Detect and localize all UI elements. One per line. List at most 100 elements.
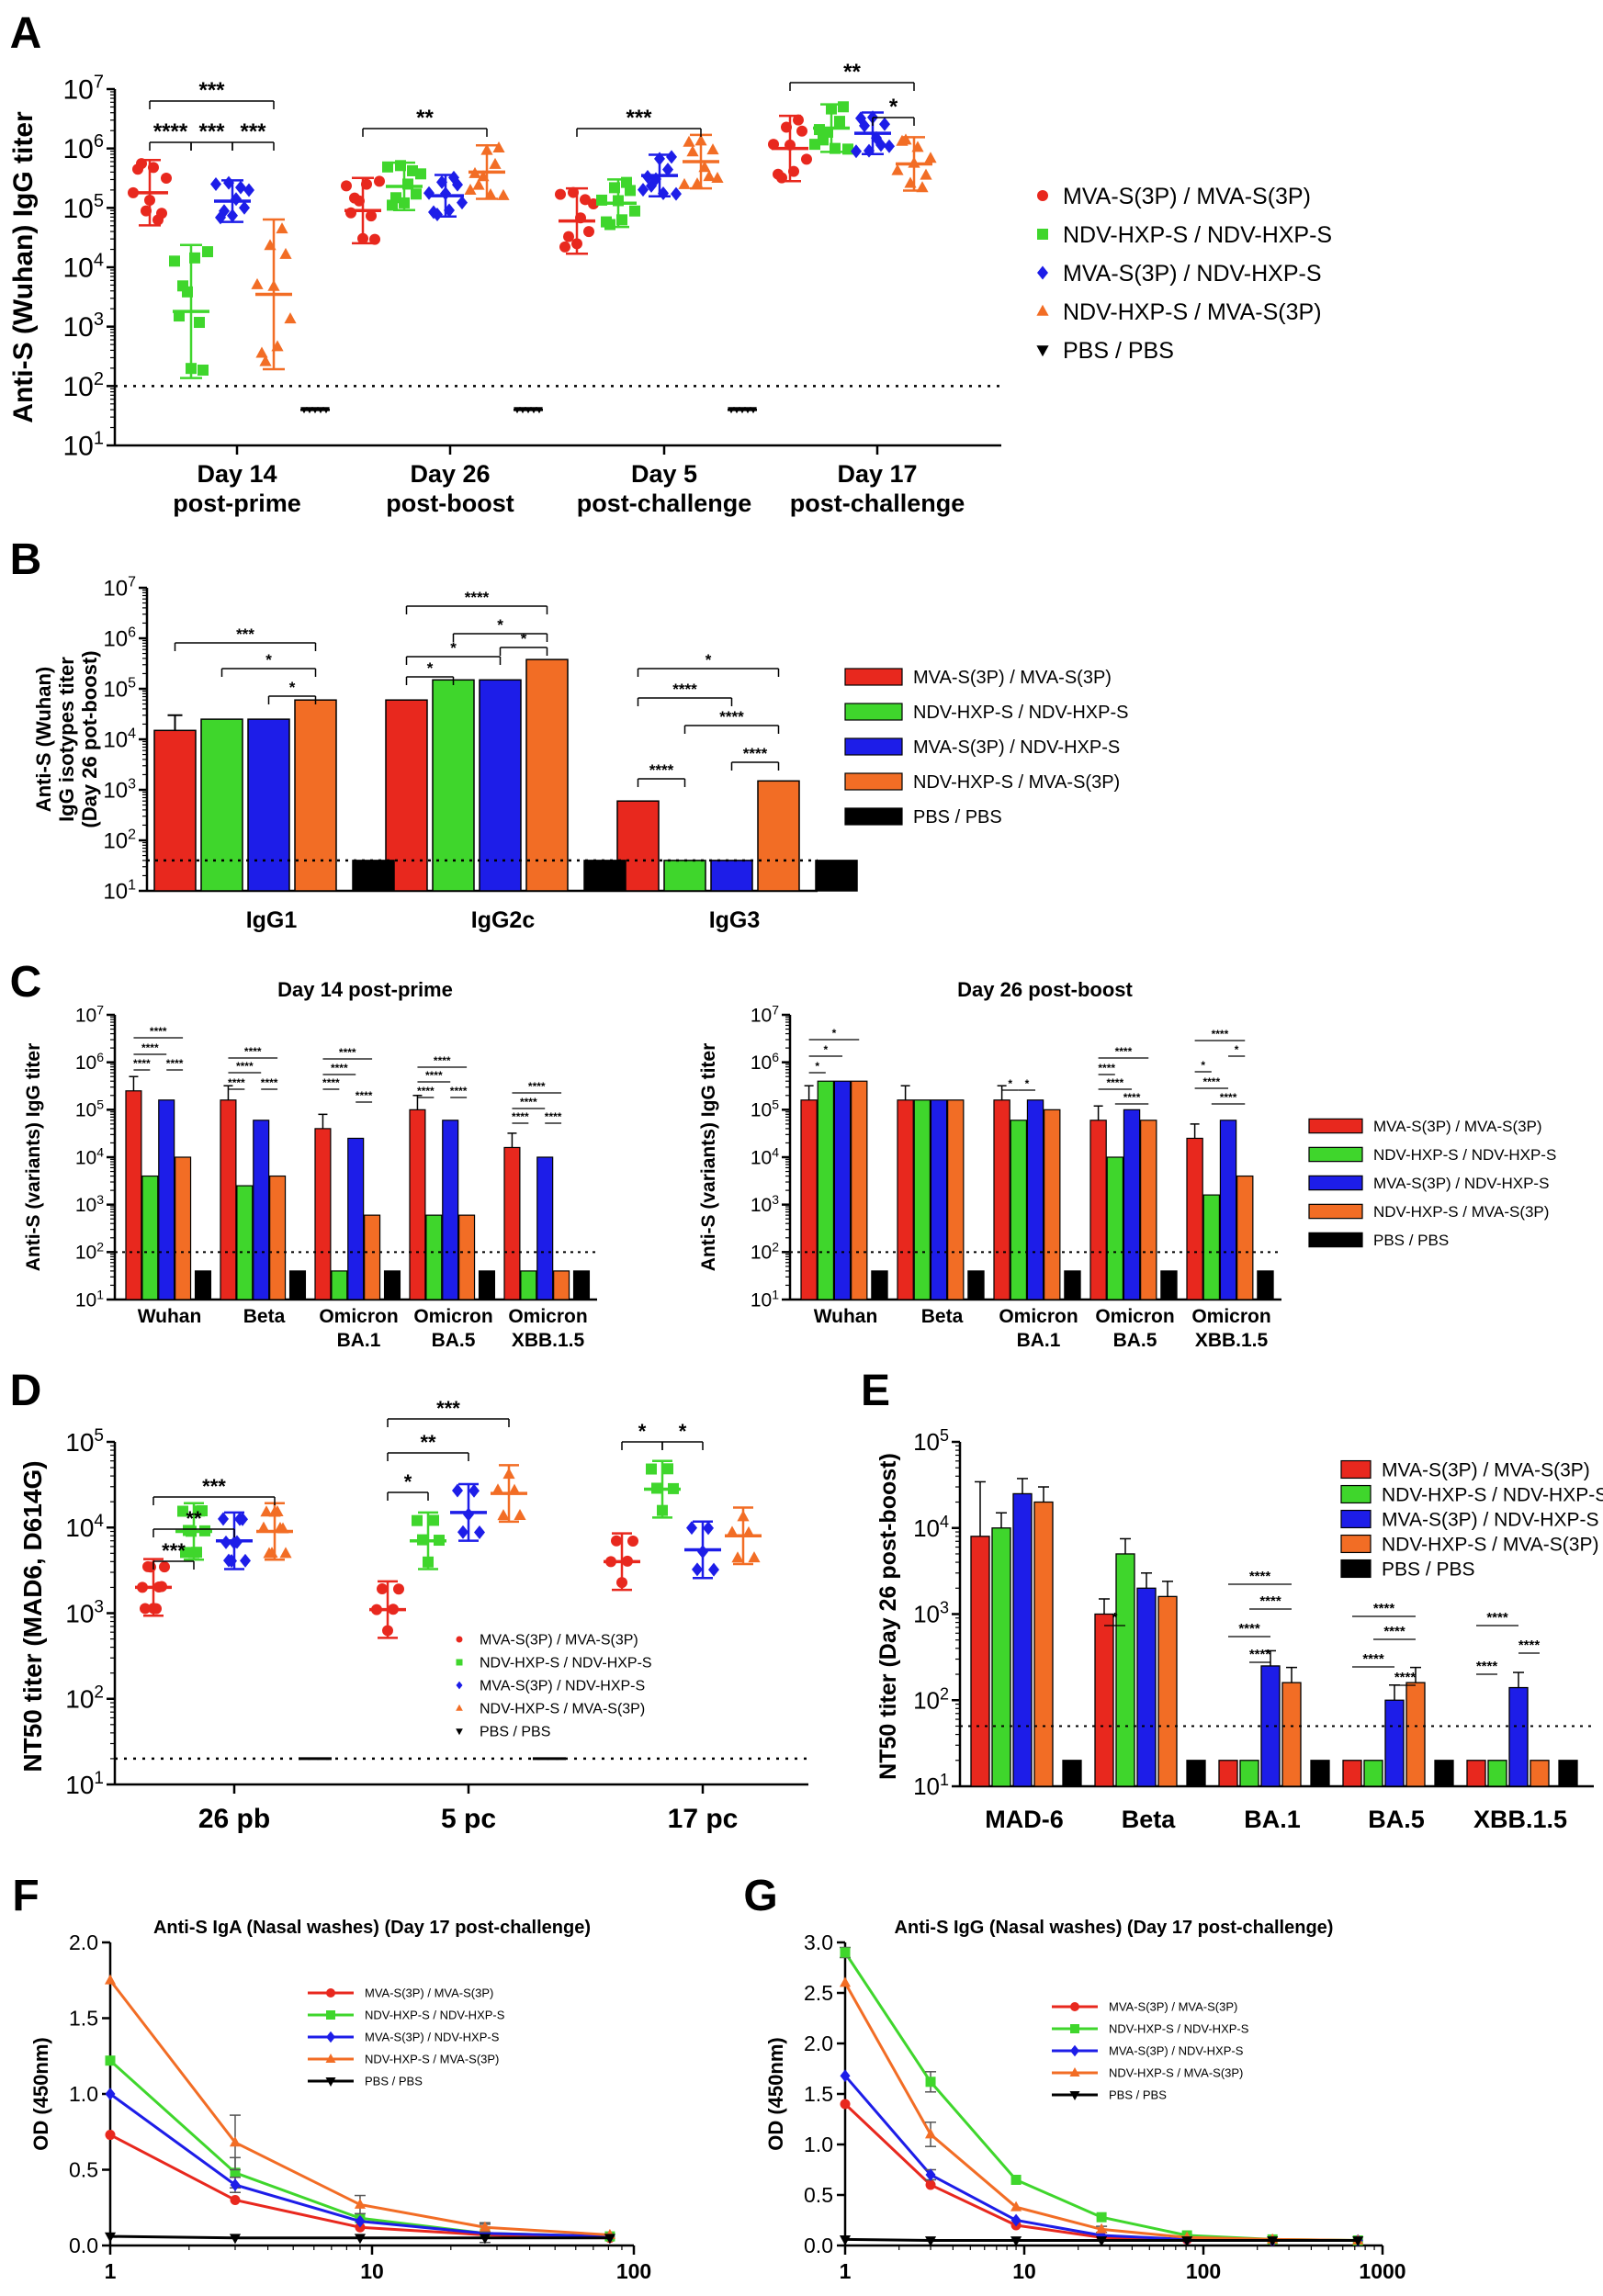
data-point (904, 176, 917, 188)
data-point (156, 208, 167, 219)
bar (478, 1270, 496, 1300)
data-point (726, 1525, 739, 1537)
x-tick-label: Omicron (1191, 1306, 1270, 1327)
y-tick-label: 103 (63, 310, 105, 343)
x-tick-label: post-challenge (577, 490, 752, 517)
legend-label: NDV-HXP-S / MVA-S(3P) (1382, 1534, 1598, 1555)
data-point (105, 2130, 116, 2141)
legend-label: MVA-S(3P) / NDV-HXP-S (365, 2031, 500, 2044)
data-point (801, 153, 812, 165)
y-tick-label: 104 (913, 1513, 949, 1542)
legend-label: MVA-S(3P) / MVA-S(3P) (1382, 1459, 1590, 1480)
x-tick-label: Wuhan (814, 1306, 878, 1327)
data-point (354, 2234, 367, 2245)
legend-label: NDV-HXP-S / MVA-S(3P) (1063, 299, 1322, 325)
bar (194, 1270, 212, 1300)
data-point (140, 1603, 151, 1615)
data-point (796, 125, 807, 137)
significance-label: **** (261, 1076, 278, 1089)
significance-label: **** (1123, 1091, 1141, 1104)
significance-label: **** (1394, 1670, 1417, 1685)
data-point (354, 195, 365, 207)
data-point (259, 355, 272, 366)
x-tick-label: Day 17 (837, 460, 917, 488)
significance-label: **** (743, 745, 768, 762)
data-point (271, 1505, 284, 1517)
data-point (925, 2179, 936, 2190)
legend-label: MVA-S(3P) / NDV-HXP-S (1109, 2044, 1244, 2058)
bar (458, 1214, 476, 1300)
data-point (830, 142, 841, 154)
y-tick-label: 105 (63, 191, 105, 224)
y-tick-label: 103 (65, 1597, 104, 1627)
legend-label: MVA-S(3P) / MVA-S(3P) (913, 668, 1112, 688)
x-tick-label: IgG3 (709, 907, 761, 933)
data-point (662, 1463, 673, 1475)
data-point (151, 1603, 162, 1615)
data-point (609, 182, 620, 194)
significance-label: * (497, 616, 503, 634)
bar (1219, 1120, 1237, 1300)
y-tick-label: 1.5 (804, 2082, 833, 2106)
data-point (625, 185, 636, 197)
x-tick-label: BA.1 (1017, 1330, 1061, 1351)
significance-label: * (832, 1027, 837, 1040)
data-point (355, 2214, 366, 2228)
data-point (748, 1551, 761, 1563)
x-tick-label: 100 (616, 2259, 651, 2283)
y-tick-label: 102 (751, 1240, 779, 1264)
data-point (497, 1509, 510, 1521)
significance-label: **** (331, 1062, 348, 1075)
x-tick-label: 17 pc (668, 1804, 739, 1834)
data-point (924, 2236, 937, 2247)
significance-label: * (1025, 1077, 1030, 1090)
data-point (514, 1508, 526, 1520)
bar (967, 1270, 985, 1300)
data-point (105, 2088, 116, 2100)
bar (663, 860, 706, 892)
bar (1405, 1682, 1426, 1787)
data-point (678, 177, 691, 189)
bar (947, 1099, 965, 1300)
legend-marker (1037, 190, 1048, 201)
bar (288, 1270, 307, 1300)
y-tick-label: 107 (63, 73, 105, 106)
data-point (132, 163, 143, 175)
significance-label: **** (1259, 1593, 1281, 1609)
bar (175, 1156, 192, 1300)
data-point (781, 121, 792, 133)
data-point (583, 226, 594, 238)
y-tick-label: 0.0 (804, 2234, 833, 2257)
data-point (194, 317, 205, 329)
legend-swatch (1340, 1559, 1372, 1579)
data-point (1352, 2236, 1364, 2247)
significance-label: *** (202, 1475, 226, 1498)
bar (479, 679, 522, 892)
bar (425, 1214, 443, 1300)
y-tick-label: 0.5 (804, 2183, 833, 2207)
bar (710, 860, 753, 892)
data-point (916, 181, 929, 193)
data-point (1010, 2213, 1022, 2227)
legend-label: MVA-S(3P) / MVA-S(3P) (1109, 2000, 1237, 2014)
y-tick-label: 101 (913, 1771, 949, 1800)
y-tick-label: 104 (103, 726, 136, 752)
legend-label: MVA-S(3P) / MVA-S(3P) (1063, 184, 1311, 209)
bar (331, 1270, 348, 1300)
x-tick-label: BA.1 (1244, 1806, 1301, 1833)
significance-label: **** (141, 1041, 159, 1054)
data-point (104, 2232, 117, 2243)
x-tick-label: post-challenge (790, 490, 965, 517)
y-tick-label: 105 (913, 1426, 949, 1456)
legend-swatch (844, 737, 903, 756)
legend-swatch (844, 668, 903, 686)
data-point (377, 1583, 388, 1595)
bar (970, 1536, 990, 1787)
bar (833, 1080, 852, 1300)
legend-marker (1036, 345, 1049, 357)
significance-label: * (1201, 1059, 1205, 1072)
bar (851, 1080, 868, 1300)
data-point (773, 168, 784, 180)
data-point (840, 2069, 851, 2083)
data-point (284, 312, 297, 324)
